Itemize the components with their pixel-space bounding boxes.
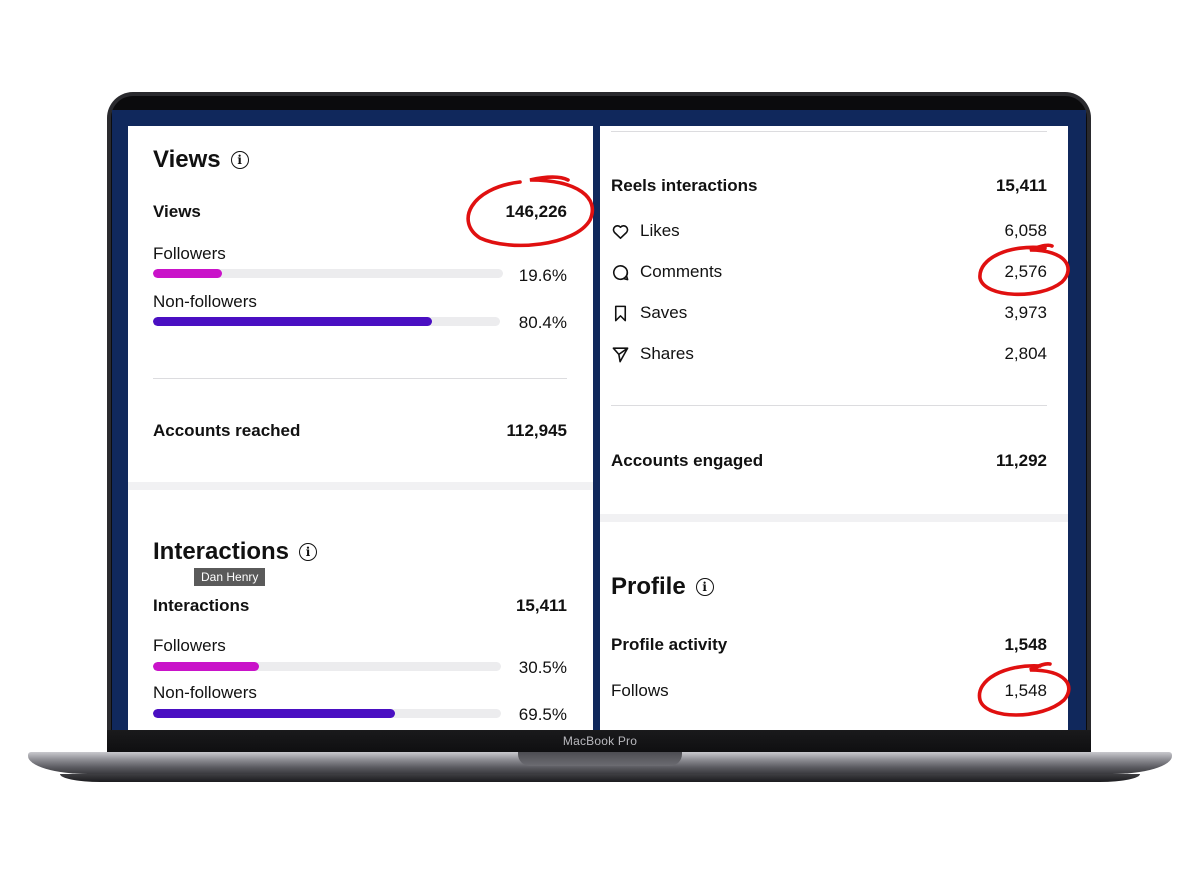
info-icon[interactable]: i [230, 151, 249, 169]
views-total-row: Views 146,226 [153, 202, 567, 222]
interactions-followers-bar [153, 662, 501, 671]
saves-label: Saves [640, 303, 688, 322]
accounts-reached-value: 112,945 [506, 421, 567, 440]
accounts-reached-row: Accounts reached 112,945 [153, 421, 567, 441]
reels-interactions-row: Reels interactions 15,411 [611, 176, 1047, 196]
views-followers-label: Followers [153, 244, 226, 263]
profile-title: Profile [611, 573, 686, 600]
section-separator [600, 514, 1068, 522]
saves-value: 3,973 [1004, 303, 1047, 322]
divider [611, 131, 1047, 132]
divider [611, 405, 1047, 406]
profile-section-title: Profile i [611, 573, 714, 601]
info-icon[interactable]: i [695, 578, 714, 596]
accounts-reached-label: Accounts reached [153, 421, 301, 440]
interactions-total-label: Interactions [153, 596, 250, 615]
interactions-followers-bar-fill [153, 662, 260, 671]
views-followers-bar-fill [153, 269, 222, 278]
views-followers-bar [153, 269, 503, 278]
comment-icon [612, 264, 629, 280]
reels-interactions-value: 15,411 [995, 176, 1047, 195]
views-followers-percent: 19.6% [518, 266, 567, 285]
interactions-nonfollowers-percent: 69.5% [518, 705, 567, 724]
interactions-followers-percent: 30.5% [518, 658, 567, 677]
shares-row: Shares 2,804 [611, 344, 1047, 364]
profile-activity-value: 1,548 [1004, 635, 1047, 654]
laptop-brand-label: MacBook Pro [562, 734, 638, 748]
saves-row: Saves 3,973 [611, 303, 1047, 323]
views-nonfollowers-label: Non-followers [153, 292, 257, 311]
shares-value: 2,804 [1004, 344, 1047, 363]
comments-label: Comments [640, 262, 723, 281]
accounts-engaged-row: Accounts engaged 11,292 [611, 451, 1047, 471]
comments-row: Comments 2,576 [611, 262, 1047, 282]
views-nonfollowers-bar-fill [153, 317, 432, 326]
follows-value: 1,548 [1004, 681, 1047, 700]
reels-interactions-label: Reels interactions [611, 176, 758, 195]
likes-label: Likes [640, 221, 680, 240]
laptop-base-edge [60, 774, 1140, 782]
profile-activity-label: Profile activity [611, 635, 728, 654]
profile-activity-row: Profile activity 1,548 [611, 635, 1047, 655]
views-total-value: 146,226 [505, 202, 567, 221]
heart-icon [612, 224, 629, 239]
interactions-title: Interactions [153, 538, 290, 565]
divider [153, 378, 567, 379]
info-icon[interactable]: i [299, 543, 318, 561]
laptop-hinge [107, 730, 1091, 754]
interactions-nonfollowers-bar-fill [153, 709, 395, 718]
interactions-nonfollowers-label: Non-followers [153, 683, 257, 702]
interactions-followers-label: Followers [153, 636, 226, 655]
interactions-nonfollowers-bar [153, 709, 501, 718]
shares-label: Shares [640, 344, 694, 363]
bookmark-icon [614, 305, 627, 321]
likes-row: Likes 6,058 [611, 221, 1047, 241]
views-title: Views [153, 146, 221, 173]
views-interactions-panel: Views i Views 146,226 Followers 19.6% No… [128, 126, 593, 730]
comments-value: 2,576 [1004, 262, 1047, 281]
name-tooltip: Dan Henry [194, 568, 266, 586]
views-section-title: Views i [153, 146, 249, 174]
send-icon [612, 346, 629, 362]
reels-profile-panel: Reels interactions 15,411 Likes 6,058 Co… [600, 126, 1068, 730]
section-separator [128, 482, 593, 490]
accounts-engaged-label: Accounts engaged [611, 451, 764, 470]
interactions-total-value: 15,411 [515, 596, 567, 615]
follows-label: Follows [611, 681, 669, 700]
views-nonfollowers-bar [153, 317, 500, 326]
laptop-notch [518, 752, 682, 766]
accounts-engaged-value: 11,292 [995, 451, 1047, 470]
interactions-section-title: Interactions i [153, 538, 318, 566]
likes-value: 6,058 [1004, 221, 1047, 240]
views-total-label: Views [153, 202, 201, 221]
follows-row: Follows 1,548 [611, 681, 1047, 701]
views-nonfollowers-percent: 80.4% [518, 313, 567, 332]
interactions-total-row: Interactions 15,411 [153, 596, 567, 616]
laptop-screen: Views i Views 146,226 Followers 19.6% No… [112, 110, 1086, 730]
